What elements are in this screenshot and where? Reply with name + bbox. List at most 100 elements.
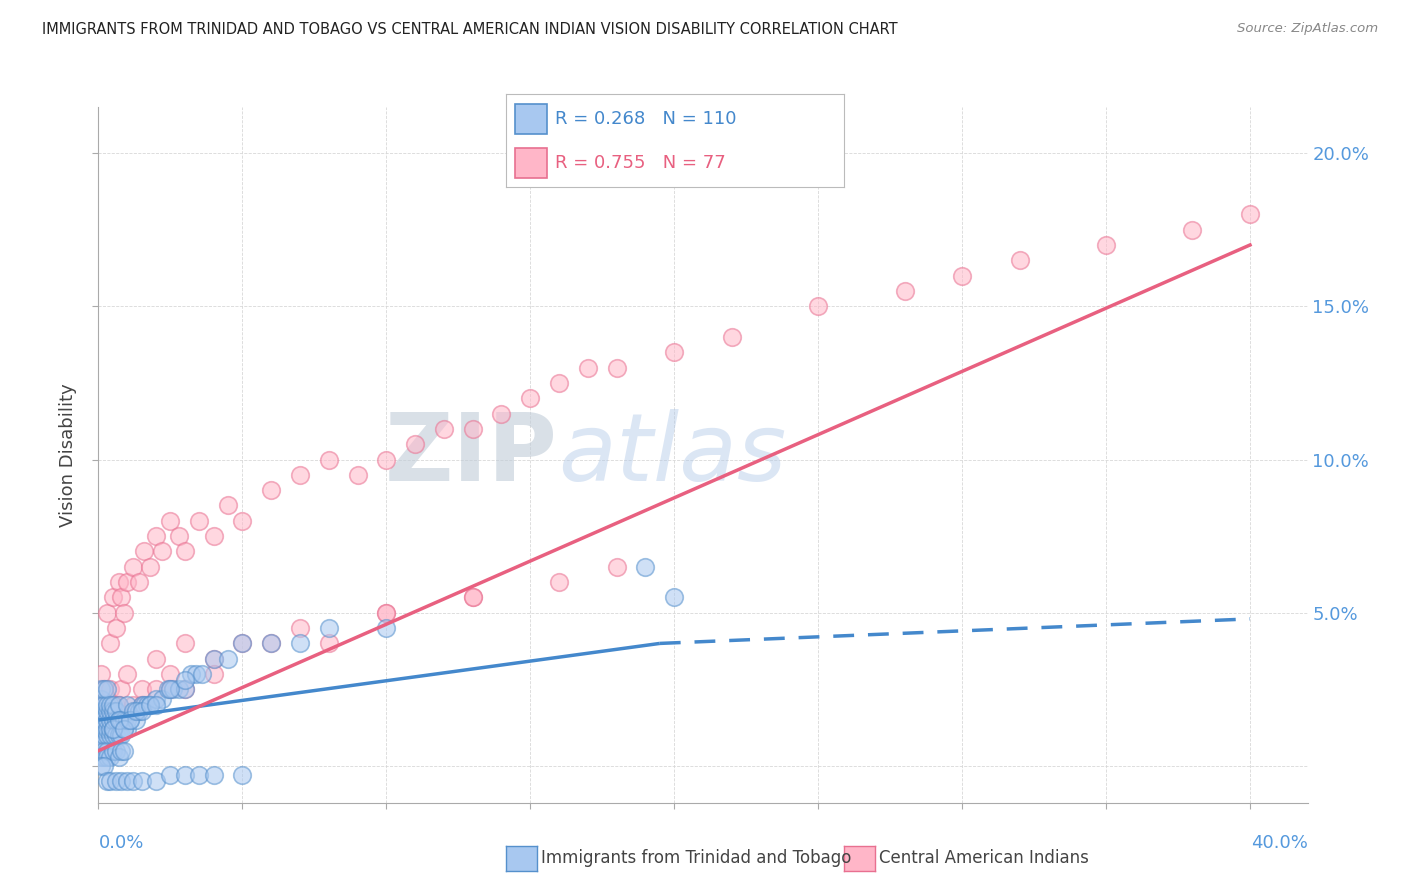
Point [96,682,118,697]
Point [162,682,184,697]
Point [107,575,129,590]
Point [104,704,127,718]
Point [115,698,138,712]
Point [145,698,167,712]
Point [159,667,181,681]
Point [167,529,190,543]
Point [156,682,179,697]
Point [112,713,135,727]
Point [375,606,398,620]
Point [107,698,129,712]
Point [202,529,225,543]
Point [98,728,121,742]
Point [122,698,145,712]
Point [104,621,127,635]
Point [150,544,173,558]
Point [90,744,112,758]
Point [101,723,124,737]
Point [145,691,167,706]
Point [104,744,127,758]
Point [107,749,129,764]
Point [231,636,253,650]
Point [188,514,211,528]
Point [150,691,173,706]
Point [134,698,156,712]
Point [93,682,115,697]
Point [98,682,121,697]
Point [112,723,135,737]
Point [93,698,115,712]
Text: IMMIGRANTS FROM TRINIDAD AND TOBAGO VS CENTRAL AMERICAN INDIAN VISION DISABILITY: IMMIGRANTS FROM TRINIDAD AND TOBAGO VS C… [42,22,898,37]
Point [96,728,118,742]
Point [159,768,181,782]
Point [548,376,571,390]
Point [122,559,145,574]
Point [1095,238,1118,252]
Point [231,514,253,528]
Point [1008,253,1031,268]
Point [112,723,135,737]
Point [375,452,398,467]
Point [131,774,153,789]
Bar [515,148,547,178]
Point [128,575,150,590]
Point [159,682,181,697]
Point [202,652,225,666]
Point [191,667,214,681]
Bar [515,104,547,134]
Point [110,774,132,789]
Text: R = 0.755   N = 77: R = 0.755 N = 77 [555,154,725,172]
Point [96,774,118,789]
Point [136,698,159,712]
Point [318,452,340,467]
Point [107,713,129,727]
Point [519,391,541,405]
Point [90,728,112,742]
Point [404,437,426,451]
Point [90,691,112,706]
Point [101,713,124,727]
Point [120,713,142,727]
Point [93,723,115,737]
Point [145,682,167,697]
Point [104,774,127,789]
Point [98,774,121,789]
Point [93,759,115,773]
Point [375,606,398,620]
Text: Immigrants from Trinidad and Tobago: Immigrants from Trinidad and Tobago [541,849,852,867]
Point [720,330,742,344]
Y-axis label: Vision Disability: Vision Disability [59,383,77,527]
Text: Source: ZipAtlas.com: Source: ZipAtlas.com [1237,22,1378,36]
Point [112,744,135,758]
Point [93,749,115,764]
Point [90,698,112,712]
Point [104,713,127,727]
Point [893,284,915,298]
Point [606,360,628,375]
Point [491,407,513,421]
Point [104,728,127,742]
Point [128,704,150,718]
Point [231,768,253,782]
Point [90,713,112,727]
Point [576,360,599,375]
Point [288,621,311,635]
Point [122,704,145,718]
Point [90,704,112,718]
Point [145,774,167,789]
Text: 0.0%: 0.0% [98,834,143,852]
Point [96,698,118,712]
Point [93,698,115,712]
Point [101,698,124,712]
Point [110,591,132,605]
Point [173,544,195,558]
Point [186,667,208,681]
Point [98,698,121,712]
Point [288,467,311,482]
Point [188,768,211,782]
Point [98,636,121,650]
Point [90,723,112,737]
Point [101,704,124,718]
Point [93,734,115,748]
Point [96,744,118,758]
